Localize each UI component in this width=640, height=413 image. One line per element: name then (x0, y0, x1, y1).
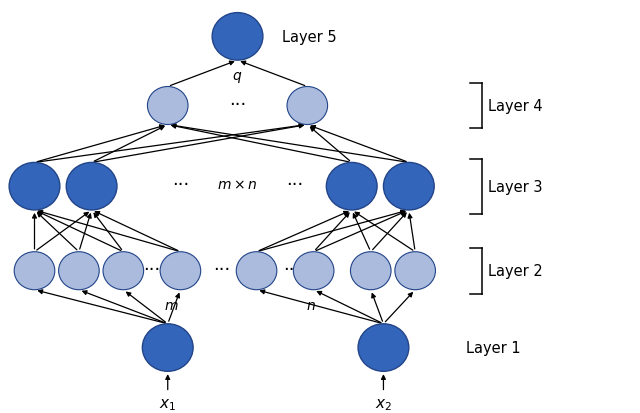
Text: ···: ··· (229, 95, 246, 113)
Text: Layer 3: Layer 3 (488, 179, 543, 194)
Ellipse shape (383, 163, 434, 211)
Text: ···: ··· (283, 260, 300, 278)
Ellipse shape (287, 87, 328, 125)
Ellipse shape (351, 252, 391, 290)
Text: ···: ··· (143, 260, 161, 278)
Ellipse shape (395, 252, 435, 290)
Text: ···: ··· (286, 176, 303, 194)
Ellipse shape (358, 324, 409, 371)
Ellipse shape (160, 252, 201, 290)
Text: Layer 5: Layer 5 (282, 30, 337, 45)
Ellipse shape (212, 14, 263, 61)
Ellipse shape (14, 252, 55, 290)
Text: $n$: $n$ (305, 299, 316, 312)
Ellipse shape (142, 324, 193, 371)
Ellipse shape (326, 163, 377, 211)
Ellipse shape (59, 252, 99, 290)
Ellipse shape (293, 252, 334, 290)
Text: ···: ··· (213, 260, 230, 278)
Text: $x_2$: $x_2$ (375, 396, 392, 412)
Text: Layer 4: Layer 4 (488, 99, 543, 114)
Text: $m$: $m$ (164, 299, 178, 312)
Ellipse shape (66, 163, 117, 211)
Text: ···: ··· (172, 176, 189, 194)
Text: $m\times n$: $m\times n$ (218, 178, 258, 192)
Ellipse shape (103, 252, 143, 290)
Text: $x_1$: $x_1$ (159, 396, 176, 412)
Ellipse shape (147, 87, 188, 125)
Text: Layer 2: Layer 2 (488, 263, 543, 278)
Ellipse shape (236, 252, 277, 290)
Text: Layer 1: Layer 1 (466, 340, 520, 355)
Ellipse shape (9, 163, 60, 211)
Text: $q$: $q$ (232, 70, 243, 85)
